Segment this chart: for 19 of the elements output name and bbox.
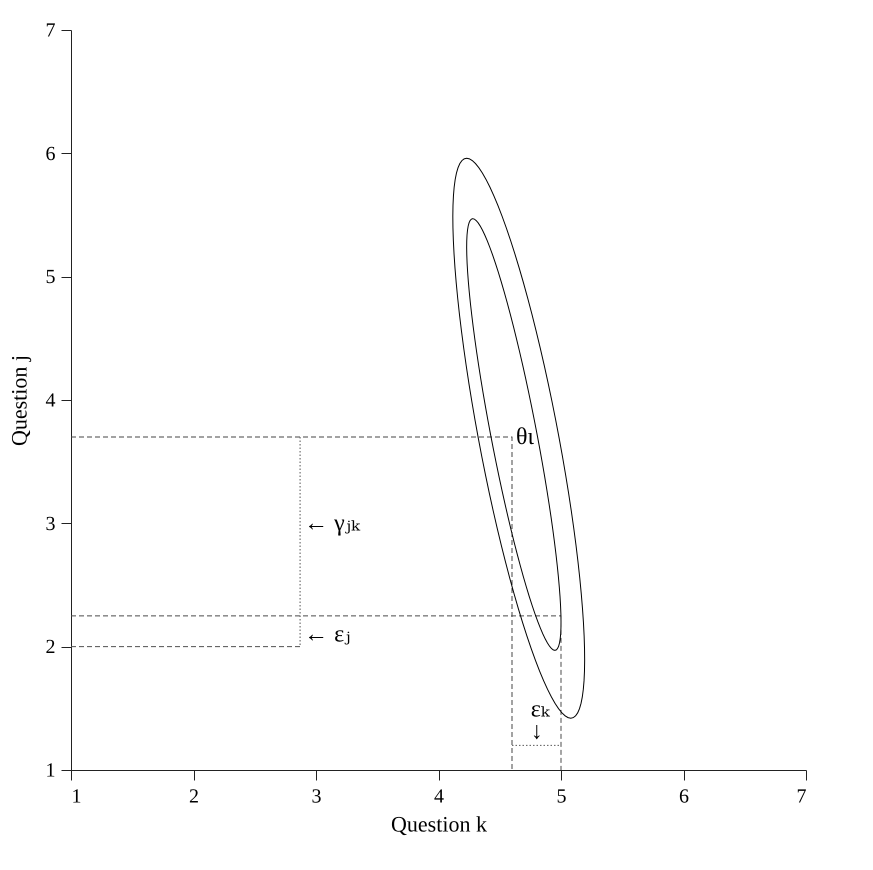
y-tick-label: 1: [46, 760, 56, 782]
y-tick-label: 4: [46, 390, 56, 412]
x-tick-label: 5: [556, 786, 566, 808]
x-tick-label: 2: [189, 786, 199, 808]
x-tick-label: 6: [679, 786, 689, 808]
y-axis-title: Question j: [6, 354, 32, 446]
y-tick-label: 5: [46, 266, 56, 288]
x-tick-label: 7: [796, 786, 806, 808]
y-tick-label: 3: [46, 512, 56, 535]
y-tick-label: 7: [46, 20, 56, 42]
x-tick-label: 4: [434, 786, 444, 808]
annotation: ← γⱼₖ: [304, 510, 362, 536]
annotation: ← εⱼ: [304, 621, 350, 648]
x-axis-title: Question k: [391, 812, 487, 836]
x-tick-label: 3: [312, 786, 322, 808]
x-tick-label: 1: [72, 786, 82, 808]
y-tick-label: 2: [46, 636, 56, 658]
annotation: θι: [516, 424, 534, 450]
y-tick-label: 6: [46, 142, 56, 165]
